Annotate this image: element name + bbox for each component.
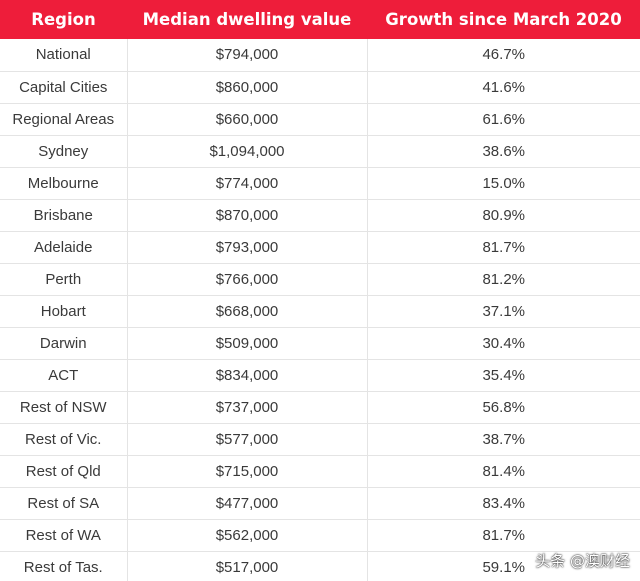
table-row: National $794,000 46.7% bbox=[0, 39, 640, 72]
cell-growth: 83.4% bbox=[367, 487, 640, 520]
header-row: Region Median dwelling value Growth sinc… bbox=[0, 0, 640, 39]
cell-region: Adelaide bbox=[0, 231, 128, 264]
table-row: Perth $766,000 81.2% bbox=[0, 263, 640, 296]
table-row: Brisbane $870,000 80.9% bbox=[0, 199, 640, 232]
cell-median-value: $562,000 bbox=[127, 519, 368, 552]
cell-region: National bbox=[0, 39, 128, 72]
cell-growth: 59.1% bbox=[367, 551, 640, 581]
cell-growth: 81.7% bbox=[367, 519, 640, 552]
cell-median-value: $737,000 bbox=[127, 391, 368, 424]
cell-growth: 35.4% bbox=[367, 359, 640, 392]
table-row: Rest of WA $562,000 81.7% bbox=[0, 519, 640, 552]
cell-region: Melbourne bbox=[0, 167, 128, 200]
table-row: Rest of Tas. $517,000 59.1% bbox=[0, 551, 640, 581]
cell-growth: 38.6% bbox=[367, 135, 640, 168]
cell-region: Regional Areas bbox=[0, 103, 128, 136]
cell-region: Rest of SA bbox=[0, 487, 128, 520]
cell-median-value: $577,000 bbox=[127, 423, 368, 456]
table-body: National $794,000 46.7% Capital Cities $860,… bbox=[0, 39, 640, 581]
watermark-text: 头条 @澳财经 bbox=[535, 551, 630, 570]
table-row: ACT $834,000 35.4% bbox=[0, 359, 640, 392]
cell-region: Rest of Tas. bbox=[0, 551, 128, 581]
cell-median-value: $715,000 bbox=[127, 455, 368, 488]
cell-growth: 81.7% bbox=[367, 231, 640, 264]
cell-median-value: $477,000 bbox=[127, 487, 368, 520]
cell-region: Hobart bbox=[0, 295, 128, 328]
cell-growth: 30.4% bbox=[367, 327, 640, 360]
cell-growth: 46.7% bbox=[367, 39, 640, 72]
cell-growth: 81.4% bbox=[367, 455, 640, 488]
table-row: Regional Areas $660,000 61.6% bbox=[0, 103, 640, 136]
cell-median-value: $870,000 bbox=[127, 199, 368, 232]
cell-region: Sydney bbox=[0, 135, 128, 168]
header-region: Region bbox=[31, 10, 96, 29]
table-row: Darwin $509,000 30.4% bbox=[0, 327, 640, 360]
cell-median-value: $660,000 bbox=[127, 103, 368, 136]
table-row: Rest of Vic. $577,000 38.7% bbox=[0, 423, 640, 456]
cell-region: ACT bbox=[0, 359, 128, 392]
table-row: Hobart $668,000 37.1% bbox=[0, 295, 640, 328]
cell-growth: 38.7% bbox=[367, 423, 640, 456]
watermark: 头条 @澳财经 bbox=[535, 545, 630, 575]
cell-median-value: $834,000 bbox=[127, 359, 368, 392]
table-row: Adelaide $793,000 81.7% bbox=[0, 231, 640, 264]
cell-region: Rest of Qld bbox=[0, 455, 128, 488]
table-row: Rest of NSW $737,000 56.8% bbox=[0, 391, 640, 424]
cell-growth: 56.8% bbox=[367, 391, 640, 424]
cell-median-value: $860,000 bbox=[127, 71, 368, 104]
cell-median-value: $509,000 bbox=[127, 327, 368, 360]
cell-median-value: $668,000 bbox=[127, 295, 368, 328]
cell-region: Capital Cities bbox=[0, 71, 128, 104]
cell-region: Perth bbox=[0, 263, 128, 296]
cell-region: Rest of Vic. bbox=[0, 423, 128, 456]
cell-median-value: $1,094,000 bbox=[127, 135, 368, 168]
table-header: Region Median dwelling value Growth sinc… bbox=[0, 0, 640, 39]
table-row: Rest of Qld $715,000 81.4% bbox=[0, 455, 640, 488]
cell-median-value: $794,000 bbox=[127, 39, 368, 72]
cell-growth: 61.6% bbox=[367, 103, 640, 136]
cell-median-value: $793,000 bbox=[127, 231, 368, 264]
cell-median-value: $774,000 bbox=[127, 167, 368, 200]
cell-region: Brisbane bbox=[0, 199, 128, 232]
cell-growth: 15.0% bbox=[367, 167, 640, 200]
header-median-dwelling-value: Median dwelling value bbox=[142, 10, 352, 29]
table-row: Rest of SA $477,000 83.4% bbox=[0, 487, 640, 520]
cell-region: Rest of NSW bbox=[0, 391, 128, 424]
table-row: Sydney $1,094,000 38.6% bbox=[0, 135, 640, 168]
cell-growth: 37.1% bbox=[367, 295, 640, 328]
cell-growth: 41.6% bbox=[367, 71, 640, 104]
header-growth-since-march-2020: Growth since March 2020 bbox=[385, 10, 622, 29]
cell-median-value: $766,000 bbox=[127, 263, 368, 296]
cell-region: Rest of WA bbox=[0, 519, 128, 552]
cell-median-value: $517,000 bbox=[127, 551, 368, 581]
cell-region: Darwin bbox=[0, 327, 128, 360]
table-row: Melbourne $774,000 15.0% bbox=[0, 167, 640, 200]
cell-growth: 81.2% bbox=[367, 263, 640, 296]
table-row: Capital Cities $860,000 41.6% bbox=[0, 71, 640, 104]
cell-growth: 80.9% bbox=[367, 199, 640, 232]
